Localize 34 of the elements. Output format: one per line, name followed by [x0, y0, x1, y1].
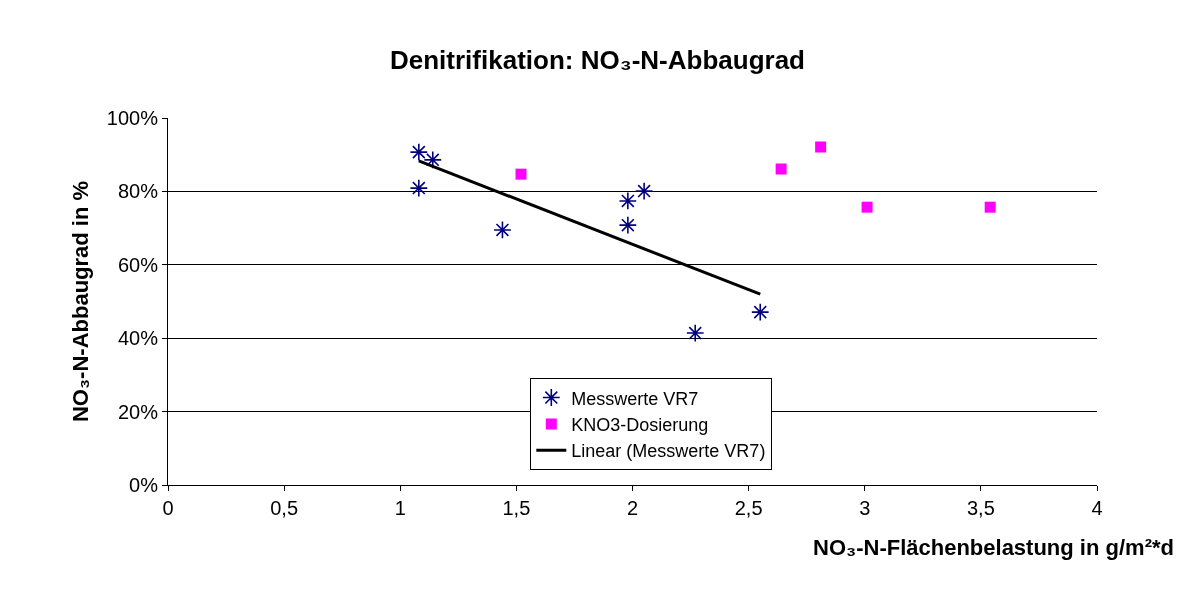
point — [775, 163, 787, 175]
point — [686, 323, 705, 343]
legend-label: KNO3-Dosierung — [571, 414, 709, 435]
x-tick-label: 0 — [162, 497, 174, 519]
x-tick-label: 1,5 — [502, 497, 531, 519]
point — [618, 191, 638, 211]
x-tick-label: 3,5 — [966, 497, 995, 519]
chart-title: Denitrifikation: NO₃-N-Abbaugrad — [389, 44, 806, 75]
point — [409, 178, 429, 198]
x-tick-label: 0,5 — [270, 497, 299, 519]
point — [618, 215, 638, 235]
point — [493, 220, 512, 240]
point — [409, 142, 429, 162]
y-tick-label: 20% — [117, 400, 159, 423]
x-tick-label: 1 — [394, 497, 406, 519]
y-tick-label: 40% — [117, 327, 159, 350]
y-tick-label: 60% — [117, 253, 159, 276]
y-tick-label: 0% — [129, 474, 159, 496]
point — [815, 141, 827, 153]
x-tick-label: 2 — [626, 497, 639, 519]
x-tick-label: 4 — [1091, 497, 1103, 519]
point — [984, 201, 996, 213]
point — [634, 181, 654, 201]
y-axis-title: NO₃-N-Abbaugrad in % — [67, 180, 93, 423]
point — [515, 168, 527, 180]
y-tick-label: 100% — [106, 107, 159, 129]
point — [751, 302, 770, 322]
legend-label: Messwerte VR7 — [571, 388, 699, 409]
x-axis-title: NO₃-N-Flächenbelastung in g/m²*d — [813, 535, 1174, 560]
x-tick-label: 3 — [859, 497, 871, 519]
legend-label: Linear (Messwerte VR7) — [571, 441, 766, 462]
x-tick-label: 2,5 — [734, 497, 763, 519]
y-tick-label: 80% — [117, 180, 159, 203]
point — [861, 201, 873, 213]
